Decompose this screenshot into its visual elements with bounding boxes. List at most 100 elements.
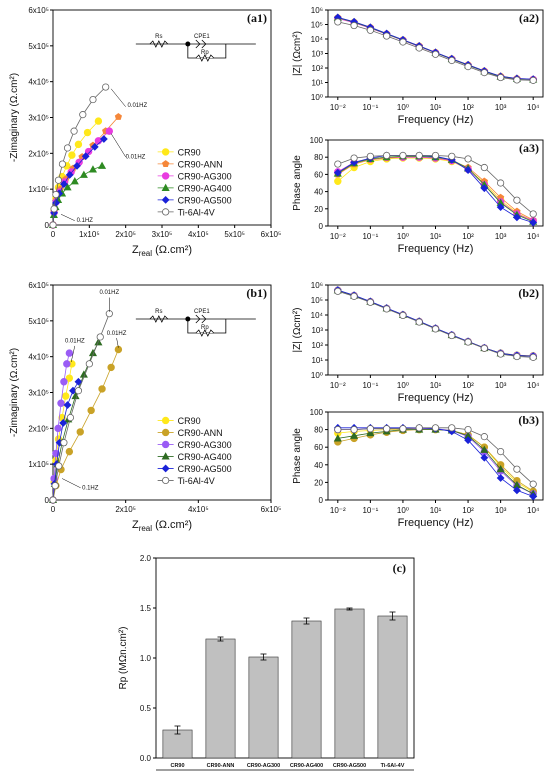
circuit-label-rs: Rs	[155, 309, 162, 315]
x-tick-label: CR90-AG300	[247, 763, 280, 769]
x-tick-label: 10⁻²	[330, 381, 346, 390]
series-cr90	[334, 425, 537, 496]
panel-b3-bode-phase: 10⁻² 10⁻¹ 10⁰ 10¹ 10² 10³ 10⁴ 0 20 40 60 80 100 Frequ…	[292, 408, 544, 529]
legend-label: CR90	[178, 416, 201, 426]
y-tick-label: 1.5	[140, 604, 152, 613]
x-tick-label: 1x10⁵	[79, 230, 100, 239]
series-line	[337, 155, 534, 223]
legend-marker	[162, 476, 170, 485]
y-tick-label: 3x10⁵	[28, 389, 49, 398]
y-tick-label: 10⁵	[311, 296, 323, 305]
data-point	[415, 44, 423, 52]
data-point	[480, 453, 489, 462]
data-point	[70, 127, 78, 135]
legend: CR90 CR90-ANN CR90-AG300 CR90-AG400 CR90-AG5…	[157, 416, 232, 486]
y-tick-label: 80	[314, 426, 323, 435]
data-point	[480, 445, 489, 453]
y-tick-label: 20	[314, 205, 323, 214]
x-tick-label: 10⁻¹	[362, 103, 378, 112]
data-point	[350, 425, 358, 434]
data-point	[431, 151, 440, 160]
bar	[205, 638, 236, 759]
plot-frame	[52, 284, 272, 501]
data-point	[497, 447, 505, 456]
data-point	[464, 166, 472, 175]
y-tick-label: 6x10⁵	[28, 6, 49, 15]
data-point	[513, 465, 521, 473]
series-line	[337, 156, 534, 221]
data-point	[513, 76, 521, 84]
data-point	[334, 177, 342, 185]
data-point	[366, 152, 374, 160]
data-point	[383, 425, 391, 433]
data-point	[350, 154, 358, 162]
circuit-cpe	[201, 314, 207, 320]
legend-marker	[161, 172, 170, 180]
series-cr90-ag400	[333, 425, 538, 497]
data-point	[480, 344, 488, 352]
data-point	[448, 331, 456, 340]
x-tick-label: 10²	[462, 232, 474, 241]
x-tick-label: 3x10⁵	[152, 230, 173, 239]
data-point	[383, 32, 391, 40]
data-point	[68, 151, 76, 159]
data-point	[529, 480, 537, 488]
circuit-label-rs: Rs	[155, 34, 162, 40]
series-cr90-ag400	[333, 13, 538, 83]
data-point	[480, 69, 488, 77]
y-tick-label: 0	[45, 496, 50, 505]
circuit-cpe	[195, 43, 201, 49]
data-point	[85, 360, 93, 368]
data-point	[63, 360, 71, 368]
data-point	[496, 464, 505, 473]
x-tick-label: 10⁰	[397, 232, 409, 241]
panel-c-rp-bar-chart: 0.0 0.5 1.0 1.5 2.0 Rp (MΩn.cm²) (c) CR90 CR90-A…	[118, 554, 415, 771]
panel-b2-bode-impedance: 10⁻² 10⁻¹ 10⁰ 10¹ 10² 10³ 10⁴ 10⁰ 10¹ 10² 10³ 10⁴ 10…	[292, 281, 544, 404]
series-line	[52, 120, 99, 226]
panel-label: (a1)	[247, 11, 267, 25]
y-axis-label: Rp (MΩn.cm²)	[118, 626, 129, 689]
annotation-arrow	[60, 214, 75, 221]
data-point	[464, 436, 472, 445]
x-tick-label: 4x10⁵	[188, 230, 209, 239]
data-point	[464, 425, 472, 434]
y-tick-label: 10⁵	[311, 21, 323, 30]
data-point	[87, 406, 95, 415]
circuit-cpe	[195, 39, 201, 45]
data-point	[60, 439, 68, 447]
annotation-arrow	[116, 337, 119, 348]
y-tick-label: 0	[45, 221, 50, 230]
panel-b1-nyquist: 0 2x10⁵ 4x10⁵ 6x10⁵ 0 1x10⁵ 2x10⁵ 3x10⁵ 4x10⁵ 5x1…	[9, 281, 281, 533]
data-point	[55, 462, 63, 470]
bar	[334, 608, 365, 759]
x-tick-label: 10⁴	[527, 103, 540, 112]
data-point	[480, 163, 488, 172]
panel-label: (b2)	[518, 286, 539, 300]
y-tick-label: 5x10⁵	[28, 317, 49, 326]
circuit-label-rp: Rp	[201, 50, 209, 56]
data-point	[98, 385, 106, 393]
legend-marker	[161, 195, 170, 204]
annotation-arrow	[61, 478, 81, 489]
bar	[248, 656, 279, 759]
legend-label: CR90-AG400	[178, 183, 232, 193]
y-tick-label: 10²	[311, 341, 323, 350]
series-cr90-ag400	[333, 286, 538, 360]
data-point	[366, 26, 374, 34]
data-point	[448, 152, 456, 160]
y-tick-label: 10¹	[311, 356, 323, 365]
series-ti-6al-4v	[49, 83, 110, 229]
annotation-arrow	[70, 345, 76, 363]
panel-label: (a3)	[519, 141, 539, 155]
y-tick-label: 10²	[311, 64, 323, 73]
x-tick-label: 10²	[462, 103, 474, 112]
panel-label: (a2)	[519, 11, 539, 25]
data-point	[529, 218, 538, 227]
y-axis-label: |Z| (Ωcm²)	[292, 308, 303, 353]
series-line	[337, 155, 534, 223]
x-tick-label: 5x10⁵	[224, 230, 245, 239]
circuit-resistor-rp	[195, 54, 215, 62]
legend-label: CR90-AG500	[178, 464, 232, 474]
y-axis-label: -Zimaginary (Ω.cm²)	[9, 73, 20, 162]
legend-marker	[161, 183, 170, 191]
